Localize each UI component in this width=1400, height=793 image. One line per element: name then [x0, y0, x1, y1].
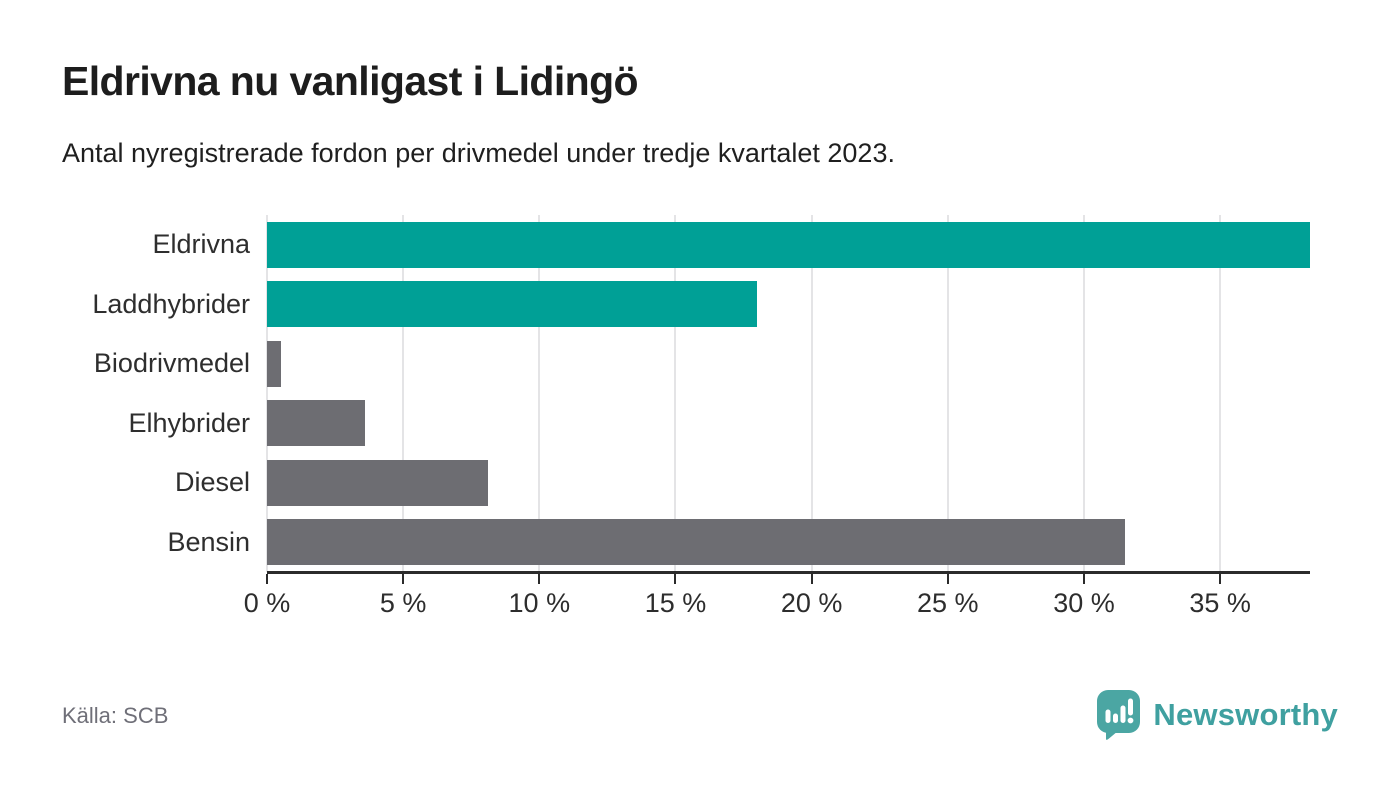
bar-eldrivna	[267, 221, 1310, 268]
gridline	[538, 215, 541, 572]
category-label: Bensin	[167, 526, 250, 557]
x-tick-mark	[402, 574, 405, 584]
bar-laddhybrider	[267, 281, 758, 328]
category-label: Diesel	[174, 467, 250, 498]
x-tick-label: 35 %	[1189, 588, 1251, 618]
bar-diesel	[267, 459, 488, 506]
bar-bensin	[267, 519, 1125, 566]
x-axis-line	[267, 571, 1310, 574]
x-tick-mark	[946, 574, 949, 584]
x-tick-label: 20 %	[780, 588, 843, 618]
plot-area	[266, 215, 1310, 572]
category-label: Eldrivna	[152, 229, 250, 260]
x-tick-mark	[1082, 574, 1085, 584]
x-tick-label: 0 %	[243, 588, 291, 618]
x-tick-mark	[810, 574, 813, 584]
gridline	[810, 215, 813, 572]
newsworthy-logo-icon	[1097, 690, 1141, 740]
category-label: Elhybrider	[128, 407, 250, 438]
chart-subtitle: Antal nyregistrerade fordon per drivmede…	[62, 138, 895, 168]
x-tick-label: 10 %	[508, 588, 571, 618]
gridline	[266, 215, 268, 572]
x-tick-mark	[538, 574, 541, 584]
bar-biodrivmedel	[267, 340, 281, 387]
gridline	[674, 215, 677, 572]
x-tick-label: 5 %	[379, 588, 427, 618]
chart-title: Eldrivna nu vanligast i Lidingö	[62, 58, 639, 104]
source-label: Källa: SCB	[62, 703, 169, 728]
x-tick-mark	[674, 574, 677, 584]
gridline	[402, 215, 405, 572]
x-tick-mark	[266, 574, 268, 584]
gridline	[1219, 215, 1222, 572]
category-axis: Eldrivna Laddhybrider Biodrivmedel Elhybrid…	[0, 215, 250, 572]
x-tick-label: 30 %	[1053, 588, 1115, 618]
gridline	[1082, 215, 1085, 572]
category-label: Biodrivmedel	[93, 348, 250, 379]
newsworthy-logo-text: Newsworthy	[1153, 697, 1338, 732]
category-label: Laddhybrider	[92, 288, 250, 319]
x-tick-label: 15 %	[644, 588, 707, 618]
x-tick-mark	[1219, 574, 1222, 584]
bar-elhybrider	[267, 400, 366, 447]
newsworthy-logo: Newsworthy	[1096, 689, 1338, 741]
gridline	[946, 215, 949, 572]
x-tick-label: 25 %	[917, 588, 979, 618]
x-axis: 0 % 5 % 10 % 15 % 20 % 25 % 30 % 35 %	[244, 574, 1310, 634]
